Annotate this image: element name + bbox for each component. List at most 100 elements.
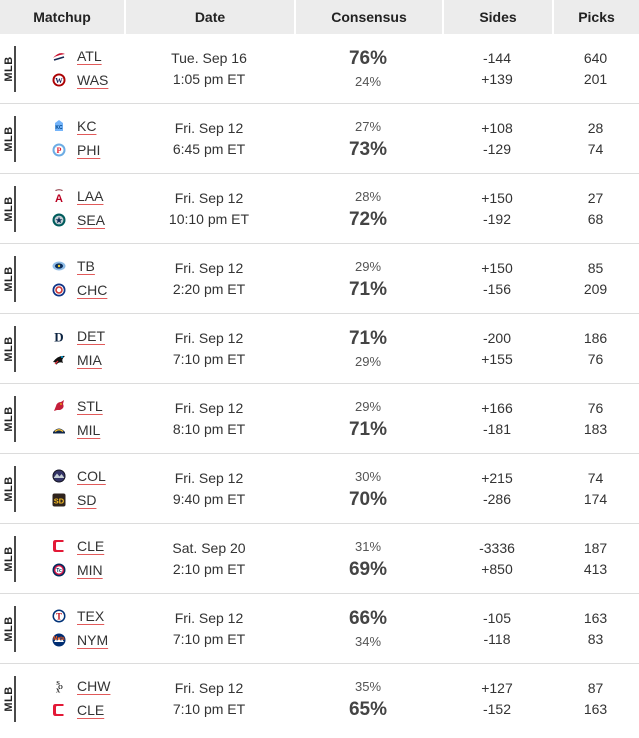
consensus-cell: 71% 29%	[294, 314, 442, 383]
away-team[interactable]: ATL	[52, 46, 102, 66]
away-team[interactable]: STL	[52, 396, 103, 416]
date-cell: Fri. Sep 12 8:10 pm ET	[124, 384, 294, 453]
home-team[interactable]: MIL	[52, 420, 100, 440]
header-sides[interactable]: Sides	[442, 0, 552, 34]
header-consensus[interactable]: Consensus	[294, 0, 442, 34]
side-home: -181	[482, 420, 512, 437]
side-home: -192	[482, 210, 512, 227]
away-team[interactable]: CLE	[52, 536, 104, 556]
away-team[interactable]: COL	[52, 466, 106, 486]
header-date[interactable]: Date	[124, 0, 294, 34]
home-team[interactable]: MIA	[52, 350, 102, 370]
picks-away: 27	[587, 189, 604, 206]
consensus-cell: 35% 65%	[294, 664, 442, 734]
game-date: Fri. Sep 12	[174, 399, 244, 416]
side-away: +150	[481, 259, 513, 276]
home-team[interactable]: Mets NYM	[52, 630, 108, 650]
away-team[interactable]: A LAA	[52, 186, 103, 206]
picks-cell: 76 183	[552, 384, 639, 453]
picks-home: 83	[587, 630, 604, 647]
side-home: +155	[481, 350, 513, 367]
away-team-link[interactable]: TB	[77, 258, 95, 274]
picks-away: 187	[583, 539, 608, 556]
game-time: 7:10 pm ET	[172, 630, 246, 647]
home-team[interactable]: CLE	[52, 700, 104, 720]
mil-logo-icon	[52, 423, 66, 437]
away-team-link[interactable]: TEX	[77, 608, 105, 624]
consensus-home: 65%	[348, 699, 388, 720]
picks-home: 201	[583, 70, 608, 87]
table-header: Matchup Date Consensus Sides Picks	[0, 0, 639, 34]
away-team-link[interactable]: CLE	[77, 538, 105, 554]
consensus-away: 35%	[354, 679, 382, 694]
home-team-link[interactable]: PHI	[77, 142, 101, 158]
table-row[interactable]: MLB STL MIL Fri. Sep 12 8:10 pm ET 29% 71% +166…	[0, 384, 639, 454]
matchup-cell: MLB S O X CHW CLE	[0, 664, 124, 734]
home-team[interactable]: P PHI	[52, 140, 100, 160]
matchup-cell: MLB A LAA SEA	[0, 174, 124, 243]
table-row[interactable]: MLB T TEX Mets NYM Fri. Sep 12 7:10 pm ET 66% 34…	[0, 594, 639, 664]
away-team-link[interactable]: COL	[77, 468, 106, 484]
svg-text:D: D	[54, 330, 63, 344]
game-time: 8:10 pm ET	[172, 420, 246, 437]
away-team-link[interactable]: STL	[77, 398, 103, 414]
home-team-link[interactable]: SEA	[77, 212, 106, 228]
away-team-link[interactable]: ATL	[77, 48, 102, 64]
svg-text:S: S	[56, 680, 60, 687]
away-team[interactable]: S O X CHW	[52, 676, 111, 696]
consensus-away: 76%	[348, 47, 388, 69]
home-team-link[interactable]: SD	[77, 492, 97, 508]
home-team-link[interactable]: WAS	[77, 72, 109, 88]
game-date: Sat. Sep 20	[172, 539, 246, 556]
league-label: MLB	[3, 396, 16, 442]
table-row[interactable]: MLB D DET MIA Fri. Sep 12 7:10 pm ET 71% 29% -20…	[0, 314, 639, 384]
home-team-link[interactable]: CLE	[77, 702, 105, 718]
consensus-cell: 76% 24%	[294, 34, 442, 103]
game-date: Tue. Sep 16	[171, 49, 247, 66]
picks-cell: 85 209	[552, 244, 639, 313]
away-team-link[interactable]: CHW	[77, 678, 111, 694]
table-row[interactable]: MLB COL SD SD Fri. Sep 12 9:40 pm ET 30% 70% +21…	[0, 454, 639, 524]
home-team[interactable]: W WAS	[52, 70, 108, 90]
svg-text:A: A	[55, 193, 63, 203]
league-label: MLB	[3, 676, 16, 722]
table-row[interactable]: MLB TB CHC Fri. Sep 12 2:20 pm ET 29% 71% +150-…	[0, 244, 639, 314]
away-team[interactable]: KC KC	[52, 116, 96, 136]
stl-logo-icon	[52, 399, 66, 413]
matchup-cell: MLB T TEX Mets NYM	[0, 594, 124, 663]
table-row[interactable]: MLB CLE Tc MIN Sat. Sep 20 2:10 pm ET 31% 69% -3…	[0, 524, 639, 594]
home-team-link[interactable]: MIL	[77, 422, 101, 438]
away-team[interactable]: TB	[52, 256, 95, 276]
away-team[interactable]: D DET	[52, 326, 105, 346]
table-row[interactable]: MLB ATL W WAS Tue. Sep 16 1:05 pm ET 76% 24% -14…	[0, 34, 639, 104]
date-cell: Fri. Sep 12 2:20 pm ET	[124, 244, 294, 313]
picks-cell: 163 83	[552, 594, 639, 663]
consensus-away: 66%	[348, 607, 388, 629]
table-row[interactable]: MLB KC KC P PHI Fri. Sep 12 6:45 pm ET 27% 73% +1…	[0, 104, 639, 174]
home-team-link[interactable]: NYM	[77, 632, 109, 648]
picks-home: 163	[583, 701, 608, 717]
away-team-link[interactable]: LAA	[77, 188, 104, 204]
home-team-link[interactable]: MIN	[77, 562, 103, 578]
away-team-link[interactable]: KC	[77, 118, 97, 134]
home-team[interactable]: SD SD	[52, 490, 96, 510]
table-body: MLB ATL W WAS Tue. Sep 16 1:05 pm ET 76% 24% -14…	[0, 34, 639, 734]
home-team-link[interactable]: CHC	[77, 282, 108, 298]
picks-cell: 87 163	[552, 664, 639, 734]
home-team[interactable]: CHC	[52, 280, 107, 300]
home-team[interactable]: SEA	[52, 210, 105, 230]
header-matchup[interactable]: Matchup	[0, 0, 124, 34]
home-team-link[interactable]: MIA	[77, 352, 102, 368]
home-team[interactable]: Tc MIN	[52, 560, 103, 580]
away-team-link[interactable]: DET	[77, 328, 105, 344]
table-row[interactable]: MLB S O X CHW CLE Fri. Sep 12 7:10 pm ET 35% 65% +…	[0, 664, 639, 734]
table-row[interactable]: MLB A LAA SEA Fri. Sep 12 10:10 pm ET 28% 72% +1…	[0, 174, 639, 244]
picks-cell: 640 201	[552, 34, 639, 103]
picks-away: 85	[587, 259, 604, 276]
matchup-cell: MLB COL SD SD	[0, 454, 124, 523]
side-home: -129	[482, 140, 512, 157]
side-away: +127	[481, 680, 513, 696]
matchup-cell: MLB CLE Tc MIN	[0, 524, 124, 593]
away-team[interactable]: T TEX	[52, 606, 104, 626]
header-picks[interactable]: Picks	[552, 0, 639, 34]
